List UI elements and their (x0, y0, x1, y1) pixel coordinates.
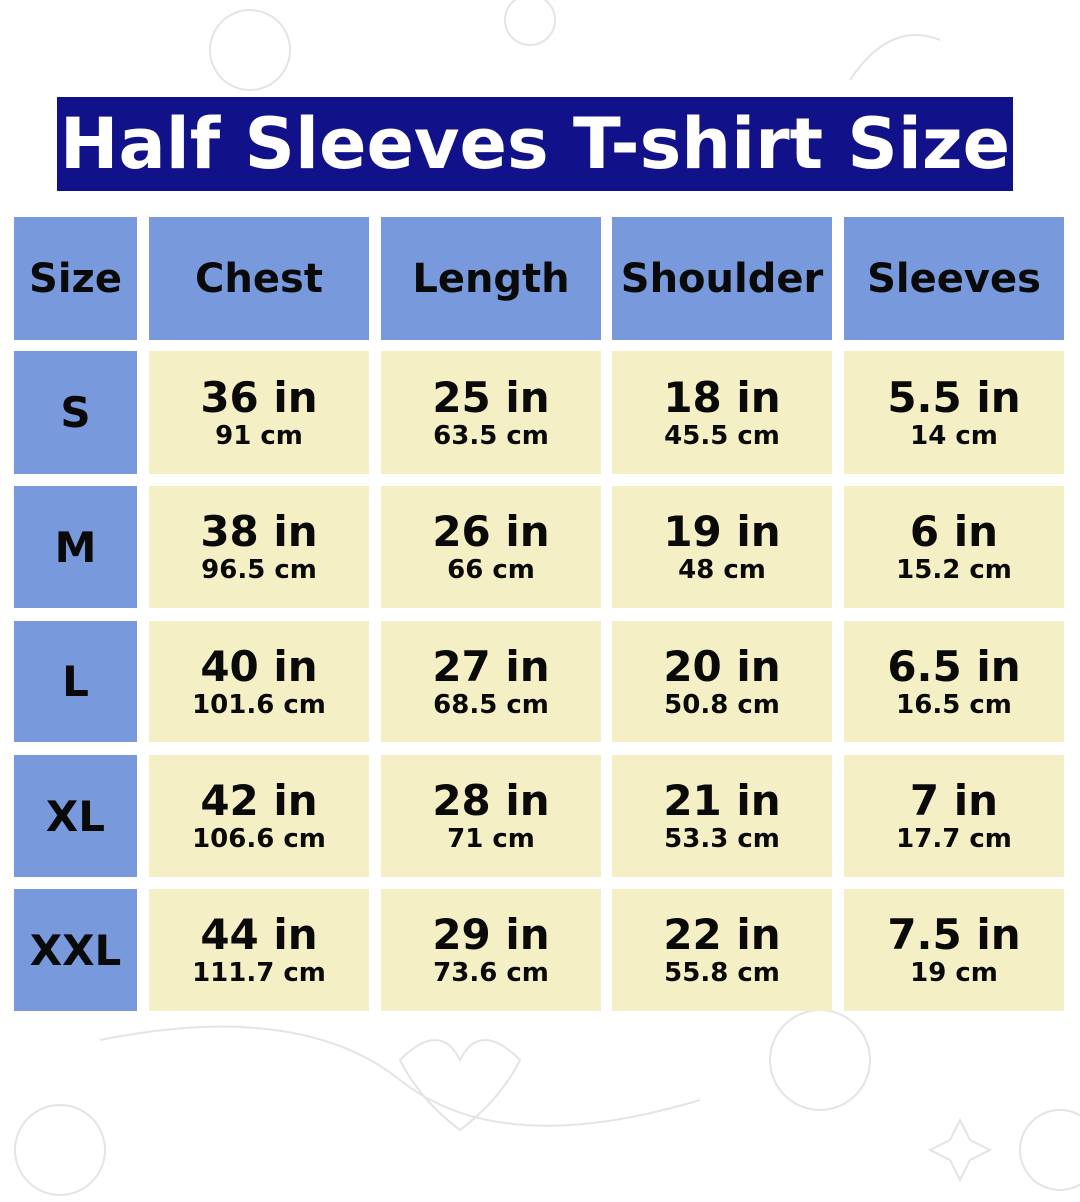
size-label: S (14, 351, 137, 474)
measurement-cell: 38 in 96.5 cm (149, 486, 369, 608)
cm-value: 14 cm (910, 420, 998, 451)
size-label: M (14, 486, 137, 608)
cm-value: 50.8 cm (664, 689, 780, 720)
column-header: Shoulder (612, 217, 832, 340)
cm-value: 71 cm (447, 824, 535, 854)
cm-value: 63.5 cm (433, 420, 549, 451)
cm-value: 111.7 cm (192, 958, 326, 988)
measurement-cell: 18 in 45.5 cm (612, 351, 832, 474)
cm-value: 68.5 cm (433, 689, 549, 720)
cm-value: 53.3 cm (664, 824, 780, 854)
measurement-cell: 21 in 53.3 cm (612, 755, 832, 877)
measurement-cell: 6.5 in 16.5 cm (844, 621, 1064, 742)
column-header: Sleeves (844, 217, 1064, 340)
measurement-cell: 19 in 48 cm (612, 486, 832, 608)
cm-value: 15.2 cm (896, 555, 1012, 585)
measurement-cell: 22 in 55.8 cm (612, 889, 832, 1011)
cm-value: 91 cm (215, 420, 303, 451)
inches-value: 26 in (432, 507, 550, 556)
inches-value: 5.5 in (887, 372, 1021, 422)
cm-value: 66 cm (447, 555, 535, 585)
column-header: Length (381, 217, 601, 340)
measurement-cell: 40 in 101.6 cm (149, 621, 369, 742)
inches-value: 36 in (200, 372, 318, 422)
cm-value: 17.7 cm (896, 824, 1012, 854)
measurement-cell: 28 in 71 cm (381, 755, 601, 877)
cm-value: 55.8 cm (664, 958, 780, 988)
inches-value: 7 in (909, 776, 999, 825)
inches-value: 7.5 in (887, 910, 1021, 959)
measurement-cell: 27 in 68.5 cm (381, 621, 601, 742)
size-label: L (14, 621, 137, 742)
measurement-cell: 7.5 in 19 cm (844, 889, 1064, 1011)
cm-value: 96.5 cm (201, 555, 317, 585)
measurement-cell: 7 in 17.7 cm (844, 755, 1064, 877)
measurement-cell: 44 in 111.7 cm (149, 889, 369, 1011)
inches-value: 18 in (663, 372, 781, 422)
column-header: Chest (149, 217, 369, 340)
inches-value: 20 in (663, 641, 781, 691)
inches-value: 40 in (200, 641, 318, 691)
inches-value: 27 in (432, 641, 550, 691)
measurement-cell: 20 in 50.8 cm (612, 621, 832, 742)
inches-value: 6 in (909, 507, 999, 556)
inches-value: 29 in (432, 910, 550, 959)
cm-value: 101.6 cm (192, 689, 326, 720)
measurement-cell: 26 in 66 cm (381, 486, 601, 608)
inches-value: 44 in (200, 910, 318, 959)
size-label: XL (14, 755, 137, 877)
cm-value: 19 cm (910, 958, 998, 988)
inches-value: 21 in (663, 776, 781, 825)
inches-value: 38 in (200, 507, 318, 556)
inches-value: 22 in (663, 910, 781, 959)
inches-value: 25 in (432, 372, 550, 422)
page-title: Half Sleeves T-shirt Size (57, 97, 1013, 191)
measurement-cell: 25 in 63.5 cm (381, 351, 601, 474)
cm-value: 73.6 cm (433, 958, 549, 988)
inches-value: 19 in (663, 507, 781, 556)
inches-value: 6.5 in (887, 641, 1021, 691)
measurement-cell: 42 in 106.6 cm (149, 755, 369, 877)
column-header: Size (14, 217, 137, 340)
measurement-cell: 5.5 in 14 cm (844, 351, 1064, 474)
measurement-cell: 6 in 15.2 cm (844, 486, 1064, 608)
cm-value: 48 cm (678, 555, 766, 585)
inches-value: 42 in (200, 776, 318, 825)
measurement-cell: 36 in 91 cm (149, 351, 369, 474)
size-label: XXL (14, 889, 137, 1011)
measurement-cell: 29 in 73.6 cm (381, 889, 601, 1011)
inches-value: 28 in (432, 776, 550, 825)
cm-value: 106.6 cm (192, 824, 326, 854)
cm-value: 45.5 cm (664, 420, 780, 451)
cm-value: 16.5 cm (896, 689, 1012, 720)
